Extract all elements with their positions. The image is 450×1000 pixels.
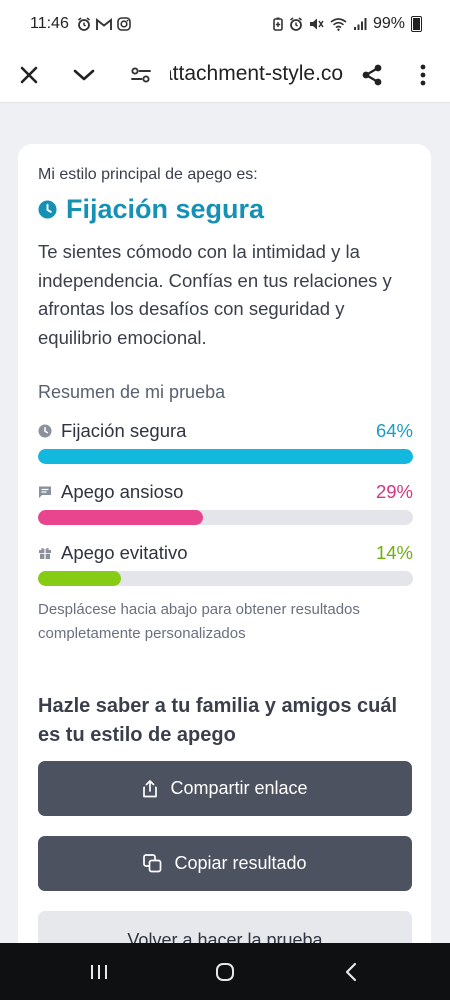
clock-icon [38, 200, 57, 219]
progress-track [38, 510, 413, 525]
status-notification-icons [77, 17, 131, 31]
browser-toolbar: attachment-style.co [0, 48, 450, 103]
copy-result-button[interactable]: Copiar resultado [38, 836, 412, 891]
status-time: 11:46 [30, 15, 69, 32]
clock-icon [38, 424, 52, 438]
home-icon [216, 963, 234, 981]
more-vert-icon [420, 64, 426, 86]
battery-saver-icon [273, 17, 283, 31]
more-options-button[interactable] [403, 55, 443, 95]
copy-icon [143, 854, 162, 873]
summary-label: Apego evitativo [61, 542, 188, 563]
share-link-button[interactable]: Compartir enlace [38, 761, 412, 816]
battery-percent: 99% [372, 15, 405, 32]
share-page-button[interactable] [352, 55, 392, 95]
back-button[interactable] [336, 958, 366, 986]
url-text[interactable]: attachment-style.co [170, 62, 350, 86]
close-tab-button[interactable] [9, 55, 49, 95]
summary-percent: 14% [375, 542, 413, 563]
summary-label: Apego ansioso [61, 481, 184, 502]
collapse-button[interactable] [64, 55, 104, 95]
result-eyebrow: Mi estilo principal de apego es: [38, 166, 258, 183]
progress-track [38, 571, 413, 586]
progress-fill [38, 510, 203, 525]
result-card: Mi estilo principal de apego es: Fijació… [18, 144, 431, 984]
site-settings-button[interactable] [121, 55, 161, 95]
share-heading: Hazle saber a tu familia y amigos cuál e… [38, 695, 398, 746]
share-icon [362, 64, 382, 86]
alarm-icon [77, 17, 90, 31]
scroll-hint: Desplácese hacia abajo para obtener resu… [38, 601, 360, 642]
gift-icon [38, 546, 52, 560]
mute-icon [309, 18, 324, 30]
recent-apps-button[interactable] [84, 958, 114, 986]
copy-result-label: Copiar resultado [174, 853, 307, 873]
wifi-icon [330, 18, 347, 31]
recent-apps-icon [91, 965, 107, 979]
home-button[interactable] [210, 958, 240, 986]
chat-icon [38, 485, 52, 499]
url-value: attachment-style.co [170, 62, 344, 85]
result-title: Fijación segura [66, 194, 265, 224]
site-settings-icon [131, 67, 151, 83]
progress-fill [38, 571, 121, 586]
summary-label: Fijación segura [61, 420, 187, 441]
alarm-icon [289, 17, 302, 31]
share-link-label: Compartir enlace [170, 778, 308, 798]
progress-track [38, 449, 413, 464]
status-right: 99% [273, 15, 422, 33]
summary-percent: 64% [375, 420, 413, 441]
back-icon [345, 962, 357, 982]
signal-icon [353, 18, 367, 30]
gmail-icon [95, 17, 112, 30]
battery-icon [411, 16, 422, 32]
result-description: Te sientes cómodo con la intimidad y la … [38, 241, 392, 348]
chevron-down-icon [73, 69, 95, 81]
summary-row-avoidant: Apego evitativo 14% [38, 541, 413, 586]
instagram-icon [117, 17, 131, 31]
progress-fill [38, 449, 413, 464]
system-nav-bar [0, 943, 450, 1000]
summary-row-secure: Fijación segura 64% [38, 419, 413, 464]
summary-row-anxious: Apego ansioso 29% [38, 480, 413, 525]
upload-share-icon [143, 779, 158, 797]
summary-title: Resumen de mi prueba [38, 382, 226, 402]
status-bar: 11:46 99% [0, 0, 450, 48]
summary-percent: 29% [375, 481, 413, 502]
close-icon [20, 66, 38, 84]
result-title-row: Fijación segura [38, 194, 264, 225]
